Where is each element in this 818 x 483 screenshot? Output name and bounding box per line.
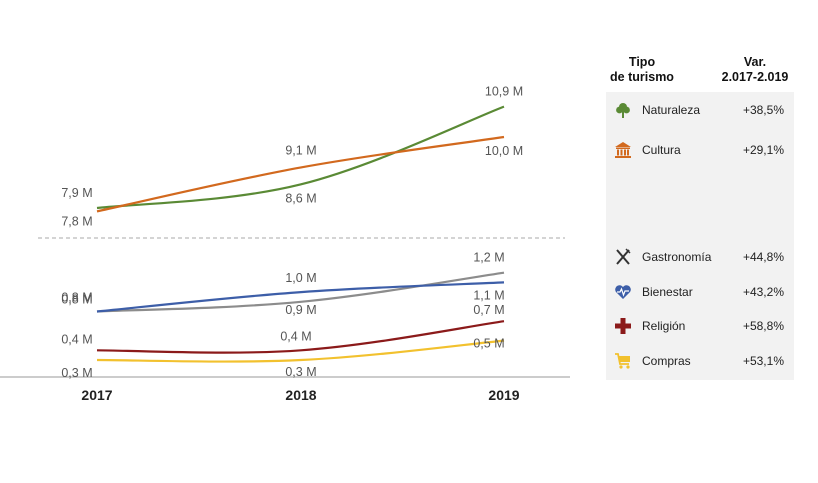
heart-pulse-icon [612,283,634,301]
x-tick-label: 2017 [81,387,112,403]
data-label: 1,0 M [285,271,316,285]
header-variacion: Var. 2.017-2.019 [706,55,804,85]
legend-name: Gastronomía [642,250,712,264]
header-var-line1: Var. [743,55,767,69]
cart-icon [612,352,634,370]
series-line-naturaleza [96,105,505,210]
data-label: 0,4 M [280,329,311,343]
data-label: 0,5 M [473,337,504,351]
legend-var: +58,8% [742,319,784,333]
header-var-line2: 2.017-2.019 [721,70,789,84]
data-label: 8,6 M [285,191,316,205]
cross-icon [612,317,634,335]
legend-panel [606,92,794,380]
legend-var: +29,1% [742,143,784,157]
data-label: 0,3 M [285,365,316,379]
data-label: 10,0 M [485,144,523,158]
legend-name: Compras [642,354,691,368]
series-line-bienestar [96,281,505,313]
legend-var: +43,2% [742,285,784,299]
legend-name: Cultura [642,143,681,157]
x-tick-label: 2018 [285,387,316,403]
header-tipo-line1: Tipo [628,55,656,69]
data-label: 0,4 M [61,332,92,346]
legend-name: Religión [642,319,686,333]
legend-name: Bienestar [642,285,693,299]
series-line-cultura [96,135,505,213]
line-chart: 7,9 M 8,6 M 10,9 M 7,8 M 9,1 M 10,0 M 0,8 M 0,9… [0,85,570,403]
data-label: 0,7 M [473,303,504,317]
data-label: 7,8 M [61,214,92,228]
legend-var: +53,1% [742,354,784,368]
legend-row-compras: Compras +53,1% [612,351,784,371]
header-tipo-line2: de turismo [610,70,674,84]
legend-row-naturaleza: Naturaleza +38,5% [612,100,784,120]
legend-name: Naturaleza [642,103,701,117]
data-label: 9,1 M [285,143,316,157]
legend-row-bienestar: Bienestar +43,2% [612,282,784,302]
data-label: 0,9 M [285,303,316,317]
data-label: 10,9 M [485,85,523,99]
tree-icon [612,101,634,119]
legend-var: +44,8% [742,250,784,264]
series-line-compras [96,339,505,363]
data-label: 1,1 M [473,288,504,302]
series-line-religión [96,320,505,354]
data-label: 0,3 M [61,366,92,380]
legend-var: +38,5% [742,103,784,117]
temple-icon [612,141,634,159]
data-label: 7,9 M [61,186,92,200]
x-tick-label: 2019 [488,387,519,403]
fork-knife-icon [612,248,634,266]
legend-row-religion: Religión +58,8% [612,316,784,336]
legend-row-gastronomia: Gastronomía +44,8% [612,247,784,267]
header-tipo-de-turismo: Tipo de turismo [602,55,682,85]
data-label: 0,8 M [61,293,92,307]
series-line-gastronomía [96,271,505,313]
legend-row-cultura: Cultura +29,1% [612,140,784,160]
data-label: 0,8 M [61,291,92,305]
data-label: 1,2 M [473,251,504,265]
